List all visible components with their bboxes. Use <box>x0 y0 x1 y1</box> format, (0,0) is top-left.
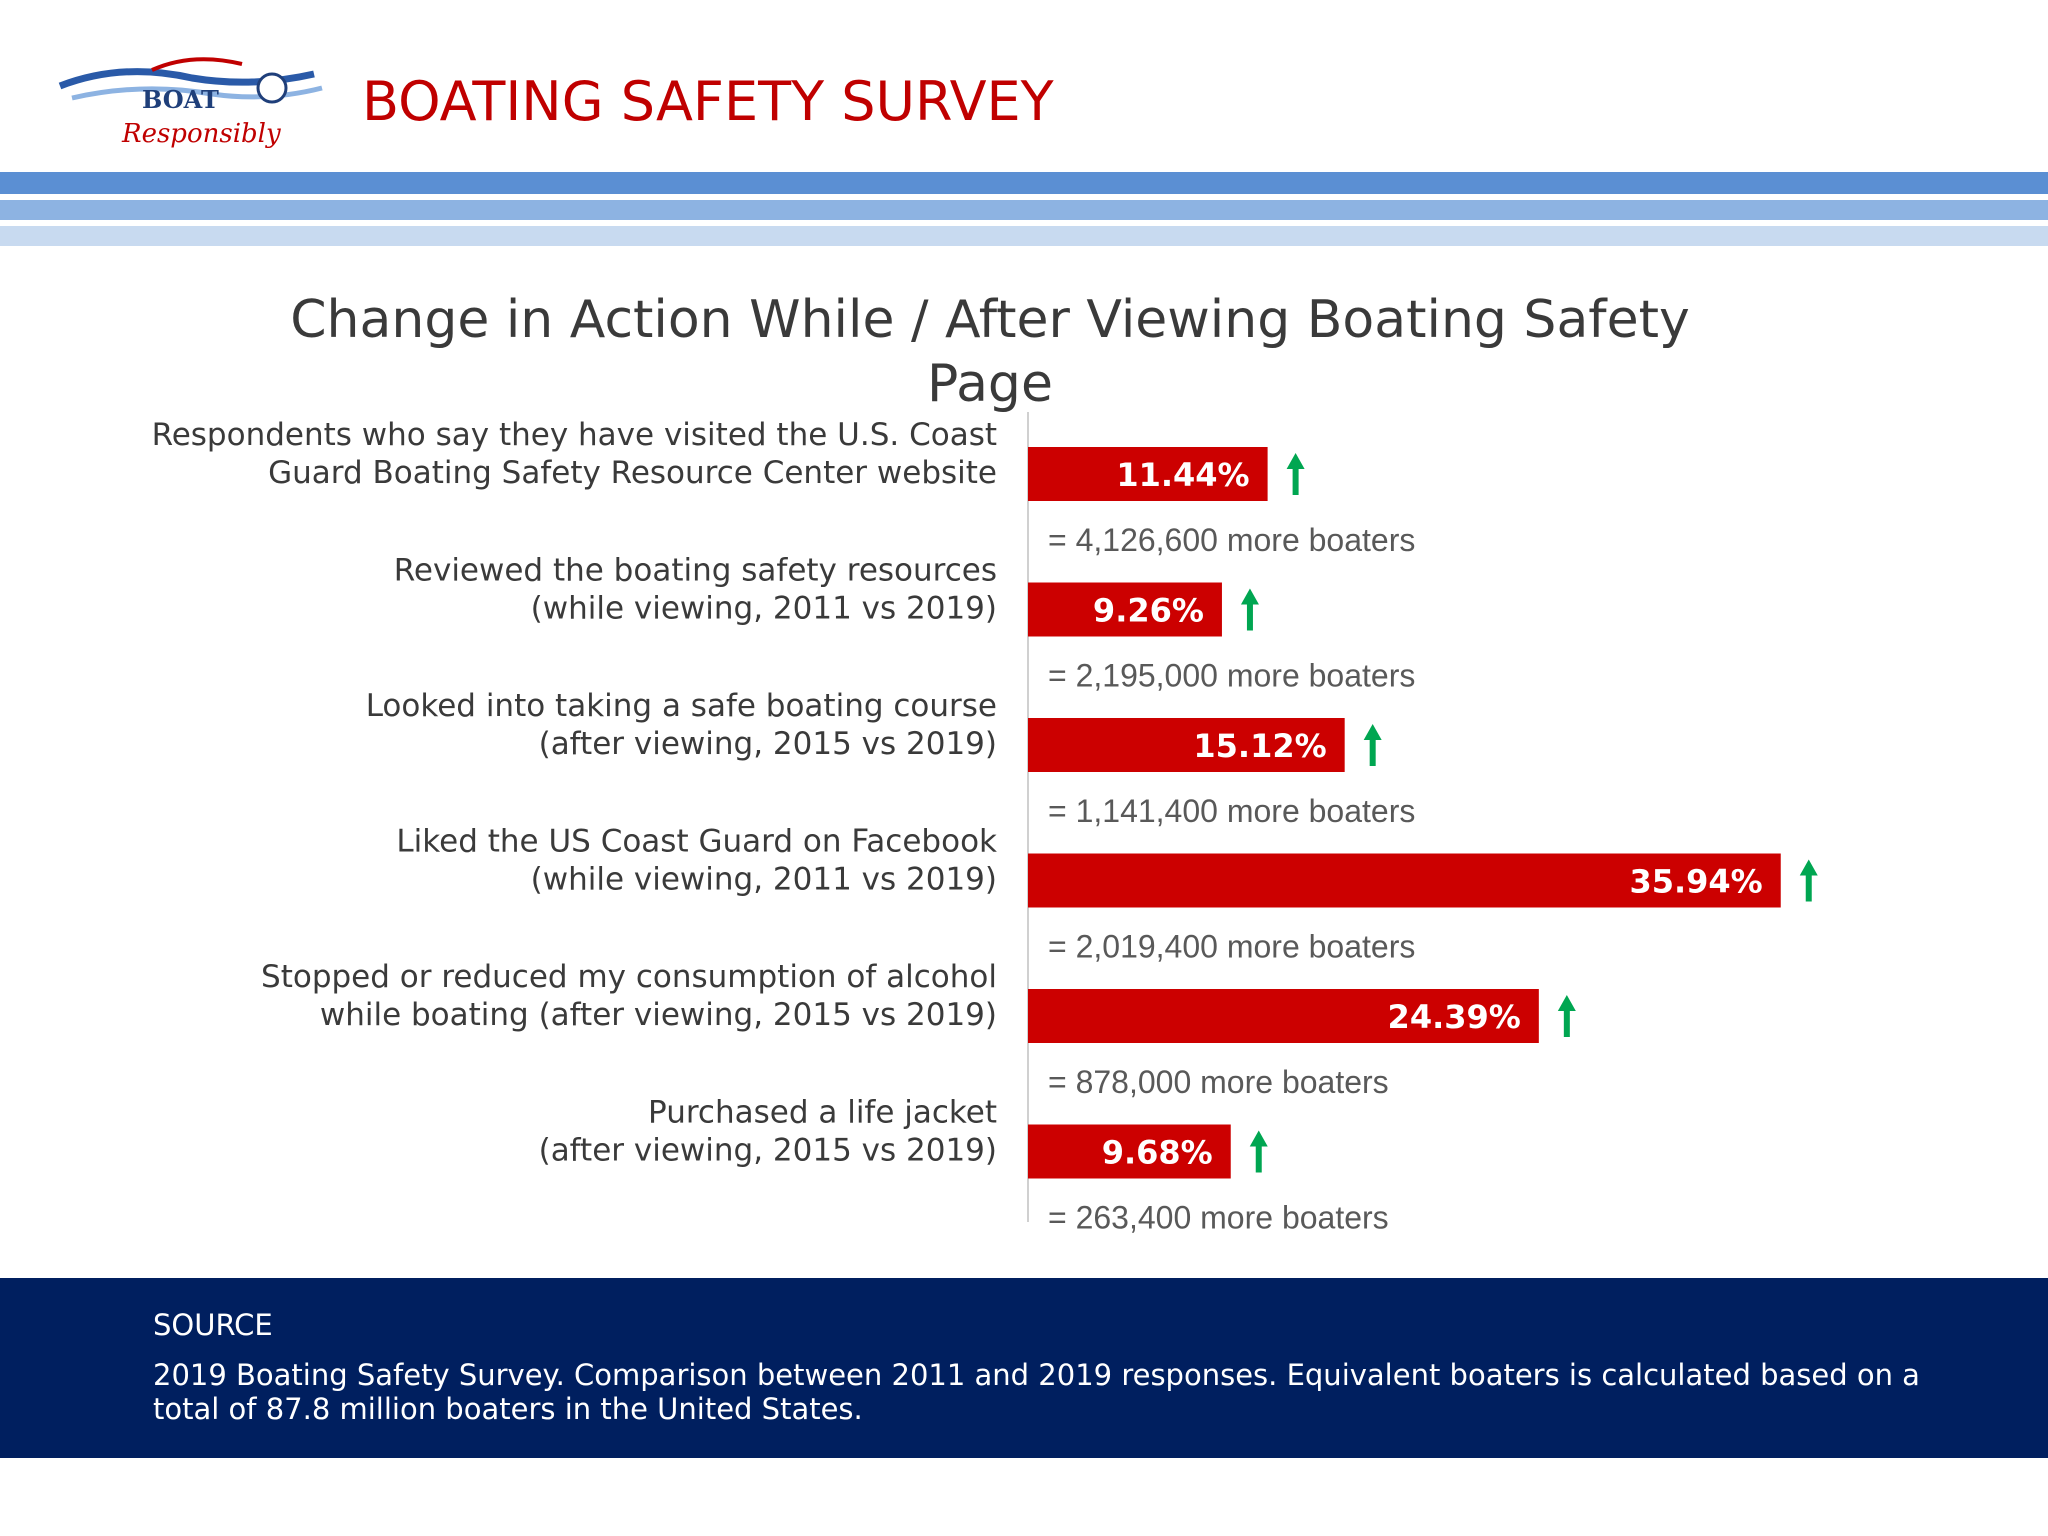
bar <box>1028 989 1539 1043</box>
category-label: (after viewing, 2015 vs 2019) <box>539 1133 997 1169</box>
bar-chart: Respondents who say they have visited th… <box>152 412 1818 1236</box>
category-label: (while viewing, 2011 vs 2019) <box>531 862 997 898</box>
up-arrow-icon <box>1363 724 1382 766</box>
logo-text-responsibly: Responsibly <box>121 119 281 149</box>
up-arrow-icon <box>1557 995 1576 1037</box>
boat-responsibly-logo: BOAT Responsibly <box>58 57 323 149</box>
value-label: 15.12% <box>1193 727 1326 765</box>
up-arrow-icon <box>1249 1130 1268 1173</box>
boaters-label: = 2,019,400 more boaters <box>1048 929 1415 965</box>
up-arrow-icon <box>1240 588 1259 631</box>
boaters-label: = 878,000 more boaters <box>1048 1064 1389 1100</box>
value-label: 11.44% <box>1116 456 1249 494</box>
boaters-label: = 4,126,600 more boaters <box>1048 522 1415 558</box>
value-label: 9.26% <box>1093 592 1204 630</box>
bar <box>1028 1124 1231 1179</box>
source-heading: SOURCE <box>153 1308 273 1342</box>
bar <box>1028 582 1222 637</box>
up-arrow-icon <box>1799 859 1818 902</box>
category-label: Liked the US Coast Guard on Facebook <box>396 824 997 860</box>
logo-text-boat: BOAT <box>142 85 219 114</box>
category-label: Guard Boating Safety Resource Center web… <box>268 455 997 491</box>
category-label: Reviewed the boating safety resources <box>394 553 997 589</box>
boaters-label: = 1,141,400 more boaters <box>1048 793 1415 829</box>
bar <box>1028 447 1268 501</box>
chart-title: Change in Action While / After Viewing B… <box>290 290 1690 414</box>
category-label: Stopped or reduced my consumption of alc… <box>261 959 997 995</box>
header-stripe-light <box>0 226 2048 246</box>
value-label: 9.68% <box>1102 1134 1213 1172</box>
category-label: (while viewing, 2011 vs 2019) <box>531 591 997 627</box>
bar <box>1028 853 1781 908</box>
category-label: Looked into taking a safe boating course <box>366 688 997 724</box>
bar <box>1028 718 1345 772</box>
source-text: 2019 Boating Safety Survey. Comparison b… <box>153 1358 1920 1426</box>
category-label: while boating (after viewing, 2015 vs 20… <box>320 997 997 1033</box>
header-title: BOATING SAFETY SURVEY <box>362 70 1054 133</box>
up-arrow-icon <box>1286 453 1305 495</box>
header-stripe-dark <box>0 172 2048 194</box>
category-label: (after viewing, 2015 vs 2019) <box>539 726 997 762</box>
category-label: Respondents who say they have visited th… <box>152 417 997 453</box>
boaters-label: = 263,400 more boaters <box>1048 1200 1389 1236</box>
category-label: Purchased a life jacket <box>648 1095 997 1131</box>
value-label: 35.94% <box>1629 863 1762 901</box>
header-stripe-mid <box>0 200 2048 220</box>
value-label: 24.39% <box>1388 998 1521 1036</box>
source-footer: SOURCE 2019 Boating Safety Survey. Compa… <box>0 1278 2048 1458</box>
boaters-label: = 2,195,000 more boaters <box>1048 658 1415 694</box>
